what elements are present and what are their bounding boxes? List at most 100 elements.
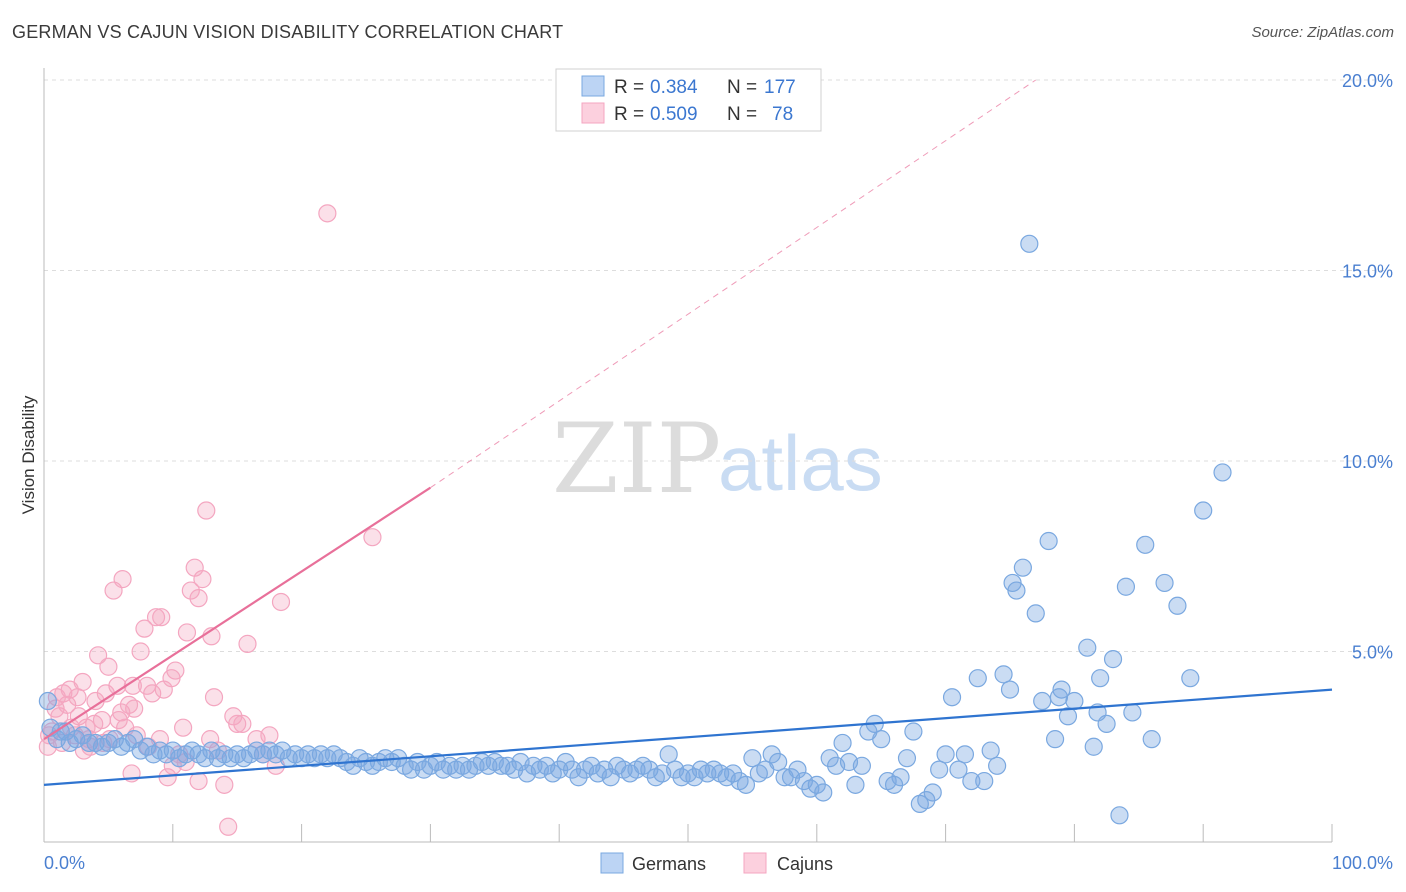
germans-trend-line <box>43 688 1333 786</box>
bottom-legend-germans-label: Germans <box>632 854 706 874</box>
germans-point <box>820 749 839 768</box>
bottom-legend-cajuns-swatch <box>743 852 767 874</box>
cajuns-point <box>113 570 132 589</box>
germans-point <box>917 790 936 810</box>
germans-point <box>981 741 1000 760</box>
germans-point <box>562 760 582 779</box>
cajuns-point <box>318 204 337 223</box>
germans-point <box>833 733 852 753</box>
germans-point <box>884 775 904 794</box>
germans-point <box>852 756 871 775</box>
cajuns-point <box>137 676 157 695</box>
germans-point <box>556 752 575 772</box>
cajuns-point <box>260 726 279 745</box>
germans-point <box>1078 638 1097 657</box>
y-tick-label: 20.0% <box>1342 71 1393 91</box>
germans-point <box>550 760 569 779</box>
germans-point <box>968 669 987 688</box>
legend-germans-r: 0.384 <box>650 77 698 98</box>
germans-point <box>569 768 588 787</box>
cajuns-points <box>38 204 382 836</box>
cajuns-trend-extrapolated <box>430 79 1037 489</box>
cajuns-point <box>363 528 382 547</box>
germans-point <box>1049 688 1069 707</box>
cajuns-point <box>92 710 112 730</box>
cajuns-point <box>60 680 79 699</box>
y-tick-label: 15.0% <box>1342 262 1393 282</box>
germans-point <box>891 768 910 787</box>
germans-point <box>38 691 57 711</box>
germans-point <box>904 722 923 741</box>
germans-point <box>736 775 756 794</box>
cajuns-point <box>233 714 252 733</box>
y-tick-label: 5.0% <box>1352 643 1393 663</box>
germans-point <box>762 745 781 764</box>
watermark-zip: ZIP <box>552 403 721 515</box>
cajuns-point <box>152 608 171 627</box>
axes: 5.0% 10.0% 15.0% 20.0% 0.0% 100.0% <box>43 68 1393 873</box>
germans-point <box>994 665 1013 684</box>
germans-point <box>955 745 975 764</box>
cajuns-point <box>189 771 208 791</box>
trend-lines <box>43 79 1333 786</box>
legend-r-label: R = <box>614 77 644 98</box>
cajuns-point <box>88 646 108 665</box>
germans-point <box>1020 234 1039 253</box>
cajuns-point <box>204 688 224 707</box>
germans-point <box>872 730 891 749</box>
germans-point <box>659 745 678 764</box>
cajuns-trend-line <box>43 486 431 741</box>
germans-points <box>38 234 1232 825</box>
x-tick-label-max: 100.0% <box>1332 853 1393 873</box>
gridlines <box>44 79 1392 652</box>
germans-point <box>975 771 994 791</box>
germans-point <box>930 760 949 779</box>
cajuns-point <box>131 642 150 661</box>
cajuns-point <box>58 695 77 714</box>
germans-point <box>936 745 955 764</box>
germans-point <box>1168 596 1187 615</box>
chart-title: GERMAN VS CAJUN VISION DISABILITY CORREL… <box>12 22 564 42</box>
germans-point <box>743 749 762 768</box>
germans-point <box>1091 669 1110 688</box>
legend: R = 0.384 N = 177 R = 0.509 N = 78 <box>555 68 822 132</box>
cajuns-point <box>193 570 212 589</box>
cajuns-point <box>68 688 87 707</box>
germans-point <box>1136 535 1155 554</box>
legend-cajuns-swatch <box>581 102 605 124</box>
bottom-legend-germans-swatch <box>600 852 624 874</box>
x-tick-label-min: 0.0% <box>44 853 85 873</box>
legend-germans-n: 177 <box>764 77 796 98</box>
germans-point <box>949 760 968 779</box>
cajuns-point <box>228 714 247 733</box>
cajuns-point <box>238 634 257 653</box>
germans-point <box>1058 707 1078 726</box>
bottom-legend: Germans Cajuns <box>600 852 833 874</box>
cajuns-point <box>146 608 166 627</box>
germans-point <box>1003 573 1022 593</box>
legend-n-label: N = <box>727 104 757 125</box>
germans-point <box>1155 573 1174 593</box>
germans-point <box>1213 463 1232 482</box>
cajuns-point <box>189 589 208 608</box>
germans-point <box>1123 703 1142 722</box>
legend-n-label: N = <box>727 77 757 98</box>
germans-point <box>401 760 421 779</box>
germans-point <box>1065 691 1084 711</box>
germans-point <box>1103 650 1123 669</box>
cajuns-point <box>215 775 234 794</box>
cajuns-point <box>174 718 193 737</box>
cajuns-point <box>219 817 238 836</box>
germans-point <box>1142 730 1161 749</box>
y-tick-label: 10.0% <box>1342 452 1393 472</box>
cajuns-point <box>135 619 154 638</box>
germans-point <box>788 760 807 779</box>
cajuns-point <box>181 581 200 600</box>
germans-point <box>962 771 981 791</box>
germans-point <box>1110 806 1129 825</box>
germans-point <box>942 688 962 707</box>
cajuns-point <box>99 657 118 676</box>
cajuns-point <box>166 661 185 680</box>
cajuns-point <box>177 623 197 642</box>
